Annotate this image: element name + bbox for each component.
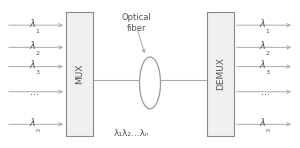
Bar xyxy=(66,12,93,136)
Text: ...: ... xyxy=(261,87,270,97)
Text: $\lambda$: $\lambda$ xyxy=(29,17,36,29)
Text: n: n xyxy=(266,128,270,133)
Text: $\lambda$: $\lambda$ xyxy=(259,17,266,29)
Text: DEMUX: DEMUX xyxy=(216,58,225,90)
Bar xyxy=(207,12,234,136)
Text: 1: 1 xyxy=(36,29,39,34)
Text: $\lambda$: $\lambda$ xyxy=(29,58,36,70)
Text: ...: ... xyxy=(30,87,39,97)
Text: $\lambda$: $\lambda$ xyxy=(259,116,266,128)
Text: 2: 2 xyxy=(35,51,40,56)
Text: 2: 2 xyxy=(266,51,270,56)
Text: n: n xyxy=(35,128,40,133)
Ellipse shape xyxy=(140,57,160,109)
Text: $\lambda$: $\lambda$ xyxy=(29,116,36,128)
Text: $\lambda$: $\lambda$ xyxy=(29,39,36,51)
Text: 3: 3 xyxy=(35,70,40,75)
Text: MUX: MUX xyxy=(75,64,84,84)
Text: Optical
fiber: Optical fiber xyxy=(122,13,152,33)
Text: 3: 3 xyxy=(266,70,270,75)
Text: $\lambda$: $\lambda$ xyxy=(259,39,266,51)
Text: λ₁λ₂...λₙ: λ₁λ₂...λₙ xyxy=(114,129,150,138)
Text: 1: 1 xyxy=(266,29,269,34)
Text: $\lambda$: $\lambda$ xyxy=(259,58,266,70)
